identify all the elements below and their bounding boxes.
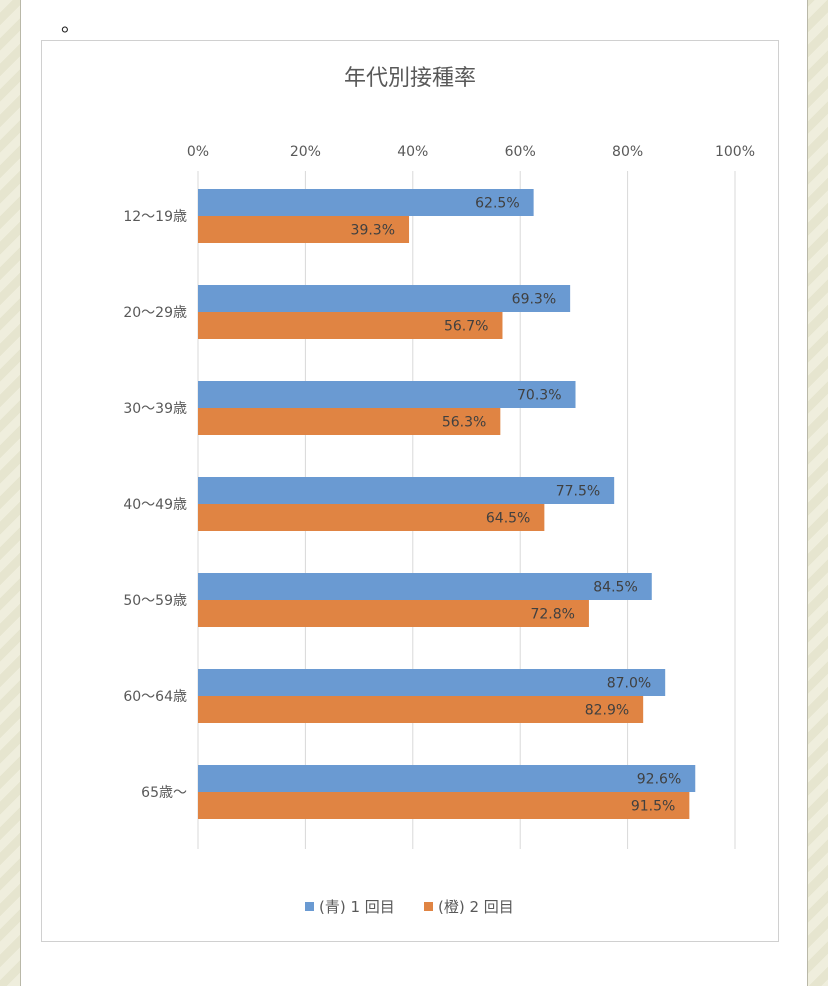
bar bbox=[198, 216, 410, 243]
category-label: 50〜59歳 bbox=[123, 593, 187, 609]
bar bbox=[198, 477, 615, 504]
data-label: 62.5% bbox=[475, 196, 519, 212]
category-label: 65歳〜 bbox=[141, 785, 187, 801]
data-label: 56.3% bbox=[442, 415, 486, 431]
data-label: 69.3% bbox=[512, 292, 556, 308]
legend-label: (青) 1 回目 bbox=[319, 898, 395, 916]
x-tick-label: 40% bbox=[397, 144, 428, 160]
bar-chart: 年代別接種率 0% 20% 40% 60% 80% 100% 62.5% 39.3% 69.3… bbox=[123, 66, 755, 916]
data-label: 92.6% bbox=[637, 772, 681, 788]
category-label: 20〜29歳 bbox=[123, 305, 187, 321]
data-label: 56.7% bbox=[444, 319, 488, 335]
data-label: 84.5% bbox=[593, 580, 637, 596]
bar bbox=[198, 765, 696, 792]
legend: (青) 1 回目 (橙) 2 回目 bbox=[305, 898, 514, 916]
category-label: 60〜64歳 bbox=[123, 689, 187, 705]
category-labels: 12〜19歳 20〜29歳 30〜39歳 40〜49歳 50〜59歳 60〜64歳 65歳〜 bbox=[123, 209, 187, 801]
chart-title: 年代別接種率 bbox=[344, 66, 476, 91]
data-label: 82.9% bbox=[585, 703, 629, 719]
bar bbox=[198, 600, 589, 627]
x-tick-label: 60% bbox=[505, 144, 536, 160]
category-label: 30〜39歳 bbox=[123, 401, 187, 417]
data-label: 39.3% bbox=[351, 223, 395, 239]
bar bbox=[198, 381, 576, 408]
legend-label: (橙) 2 回目 bbox=[438, 898, 514, 916]
x-tick-label: 100% bbox=[715, 144, 755, 160]
x-axis-ticks: 0% 20% 40% 60% 80% 100% bbox=[187, 144, 755, 160]
category-label: 12〜19歳 bbox=[123, 209, 187, 225]
bar bbox=[198, 312, 503, 339]
bar bbox=[198, 189, 534, 216]
text-bullet: 。 bbox=[61, 12, 81, 36]
data-label: 70.3% bbox=[517, 388, 561, 404]
bar bbox=[198, 573, 652, 600]
data-label: 64.5% bbox=[486, 511, 530, 527]
chart-frame: 年代別接種率 0% 20% 40% 60% 80% 100% 62.5% 39.3% 69.3… bbox=[41, 40, 779, 942]
bar bbox=[198, 285, 571, 312]
bar bbox=[198, 408, 501, 435]
bars: 62.5% 39.3% 69.3% 56.7% 70.3% 56.3% 77.5% 64.5%… bbox=[198, 189, 696, 819]
data-label: 87.0% bbox=[607, 676, 651, 692]
data-label: 77.5% bbox=[556, 484, 600, 500]
category-label: 40〜49歳 bbox=[123, 497, 187, 513]
x-tick-label: 80% bbox=[612, 144, 643, 160]
bar bbox=[198, 504, 545, 531]
bar bbox=[198, 792, 690, 819]
x-tick-label: 0% bbox=[187, 144, 209, 160]
data-label: 72.8% bbox=[530, 607, 574, 623]
bar bbox=[198, 669, 666, 696]
legend-swatch bbox=[305, 902, 314, 911]
bar bbox=[198, 696, 644, 723]
x-tick-label: 20% bbox=[290, 144, 321, 160]
legend-swatch bbox=[424, 902, 433, 911]
data-label: 91.5% bbox=[631, 799, 675, 815]
